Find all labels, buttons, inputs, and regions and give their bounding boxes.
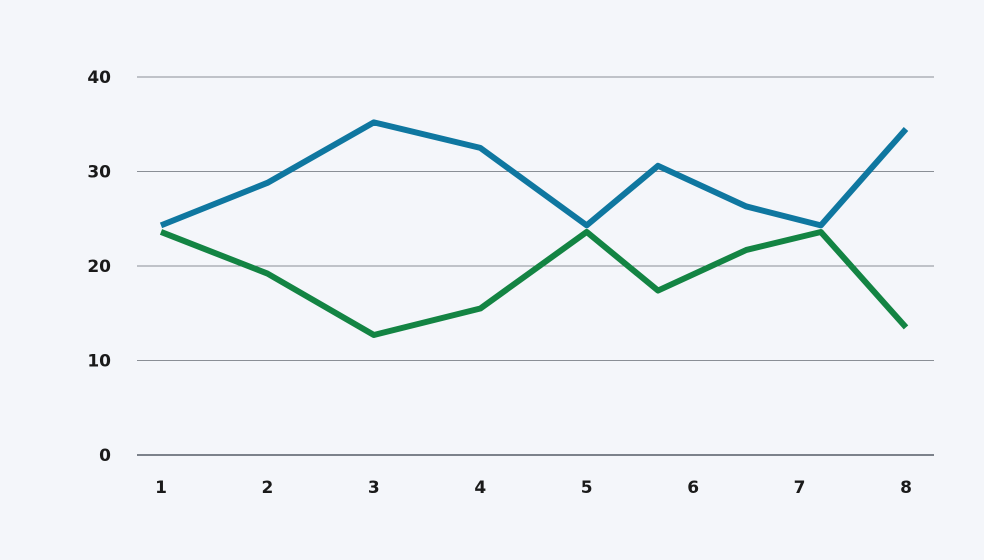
series-lines — [159, 119, 909, 338]
y-tick-label: 10 — [87, 352, 111, 372]
x-tick-label: 8 — [900, 478, 912, 498]
x-tick-labels: 1 2 3 4 5 6 7 8 — [155, 478, 912, 498]
y-tick-label: 0 — [99, 446, 111, 466]
x-tick-label: 6 — [687, 478, 699, 498]
y-tick-label: 30 — [87, 163, 111, 183]
x-tick-label: 4 — [474, 478, 486, 498]
x-tick-label: 2 — [262, 478, 274, 498]
y-tick-label: 40 — [87, 68, 111, 88]
x-tick-label: 1 — [155, 478, 167, 498]
x-tick-label: 5 — [581, 478, 593, 498]
x-tick-label: 7 — [794, 478, 806, 498]
grid-lines — [137, 76, 934, 361]
y-tick-labels: 0 10 20 30 40 — [87, 68, 111, 466]
series-line-2 — [159, 228, 909, 338]
series-line-1 — [159, 119, 909, 229]
x-tick-label: 3 — [368, 478, 380, 498]
y-tick-label: 20 — [87, 257, 111, 277]
